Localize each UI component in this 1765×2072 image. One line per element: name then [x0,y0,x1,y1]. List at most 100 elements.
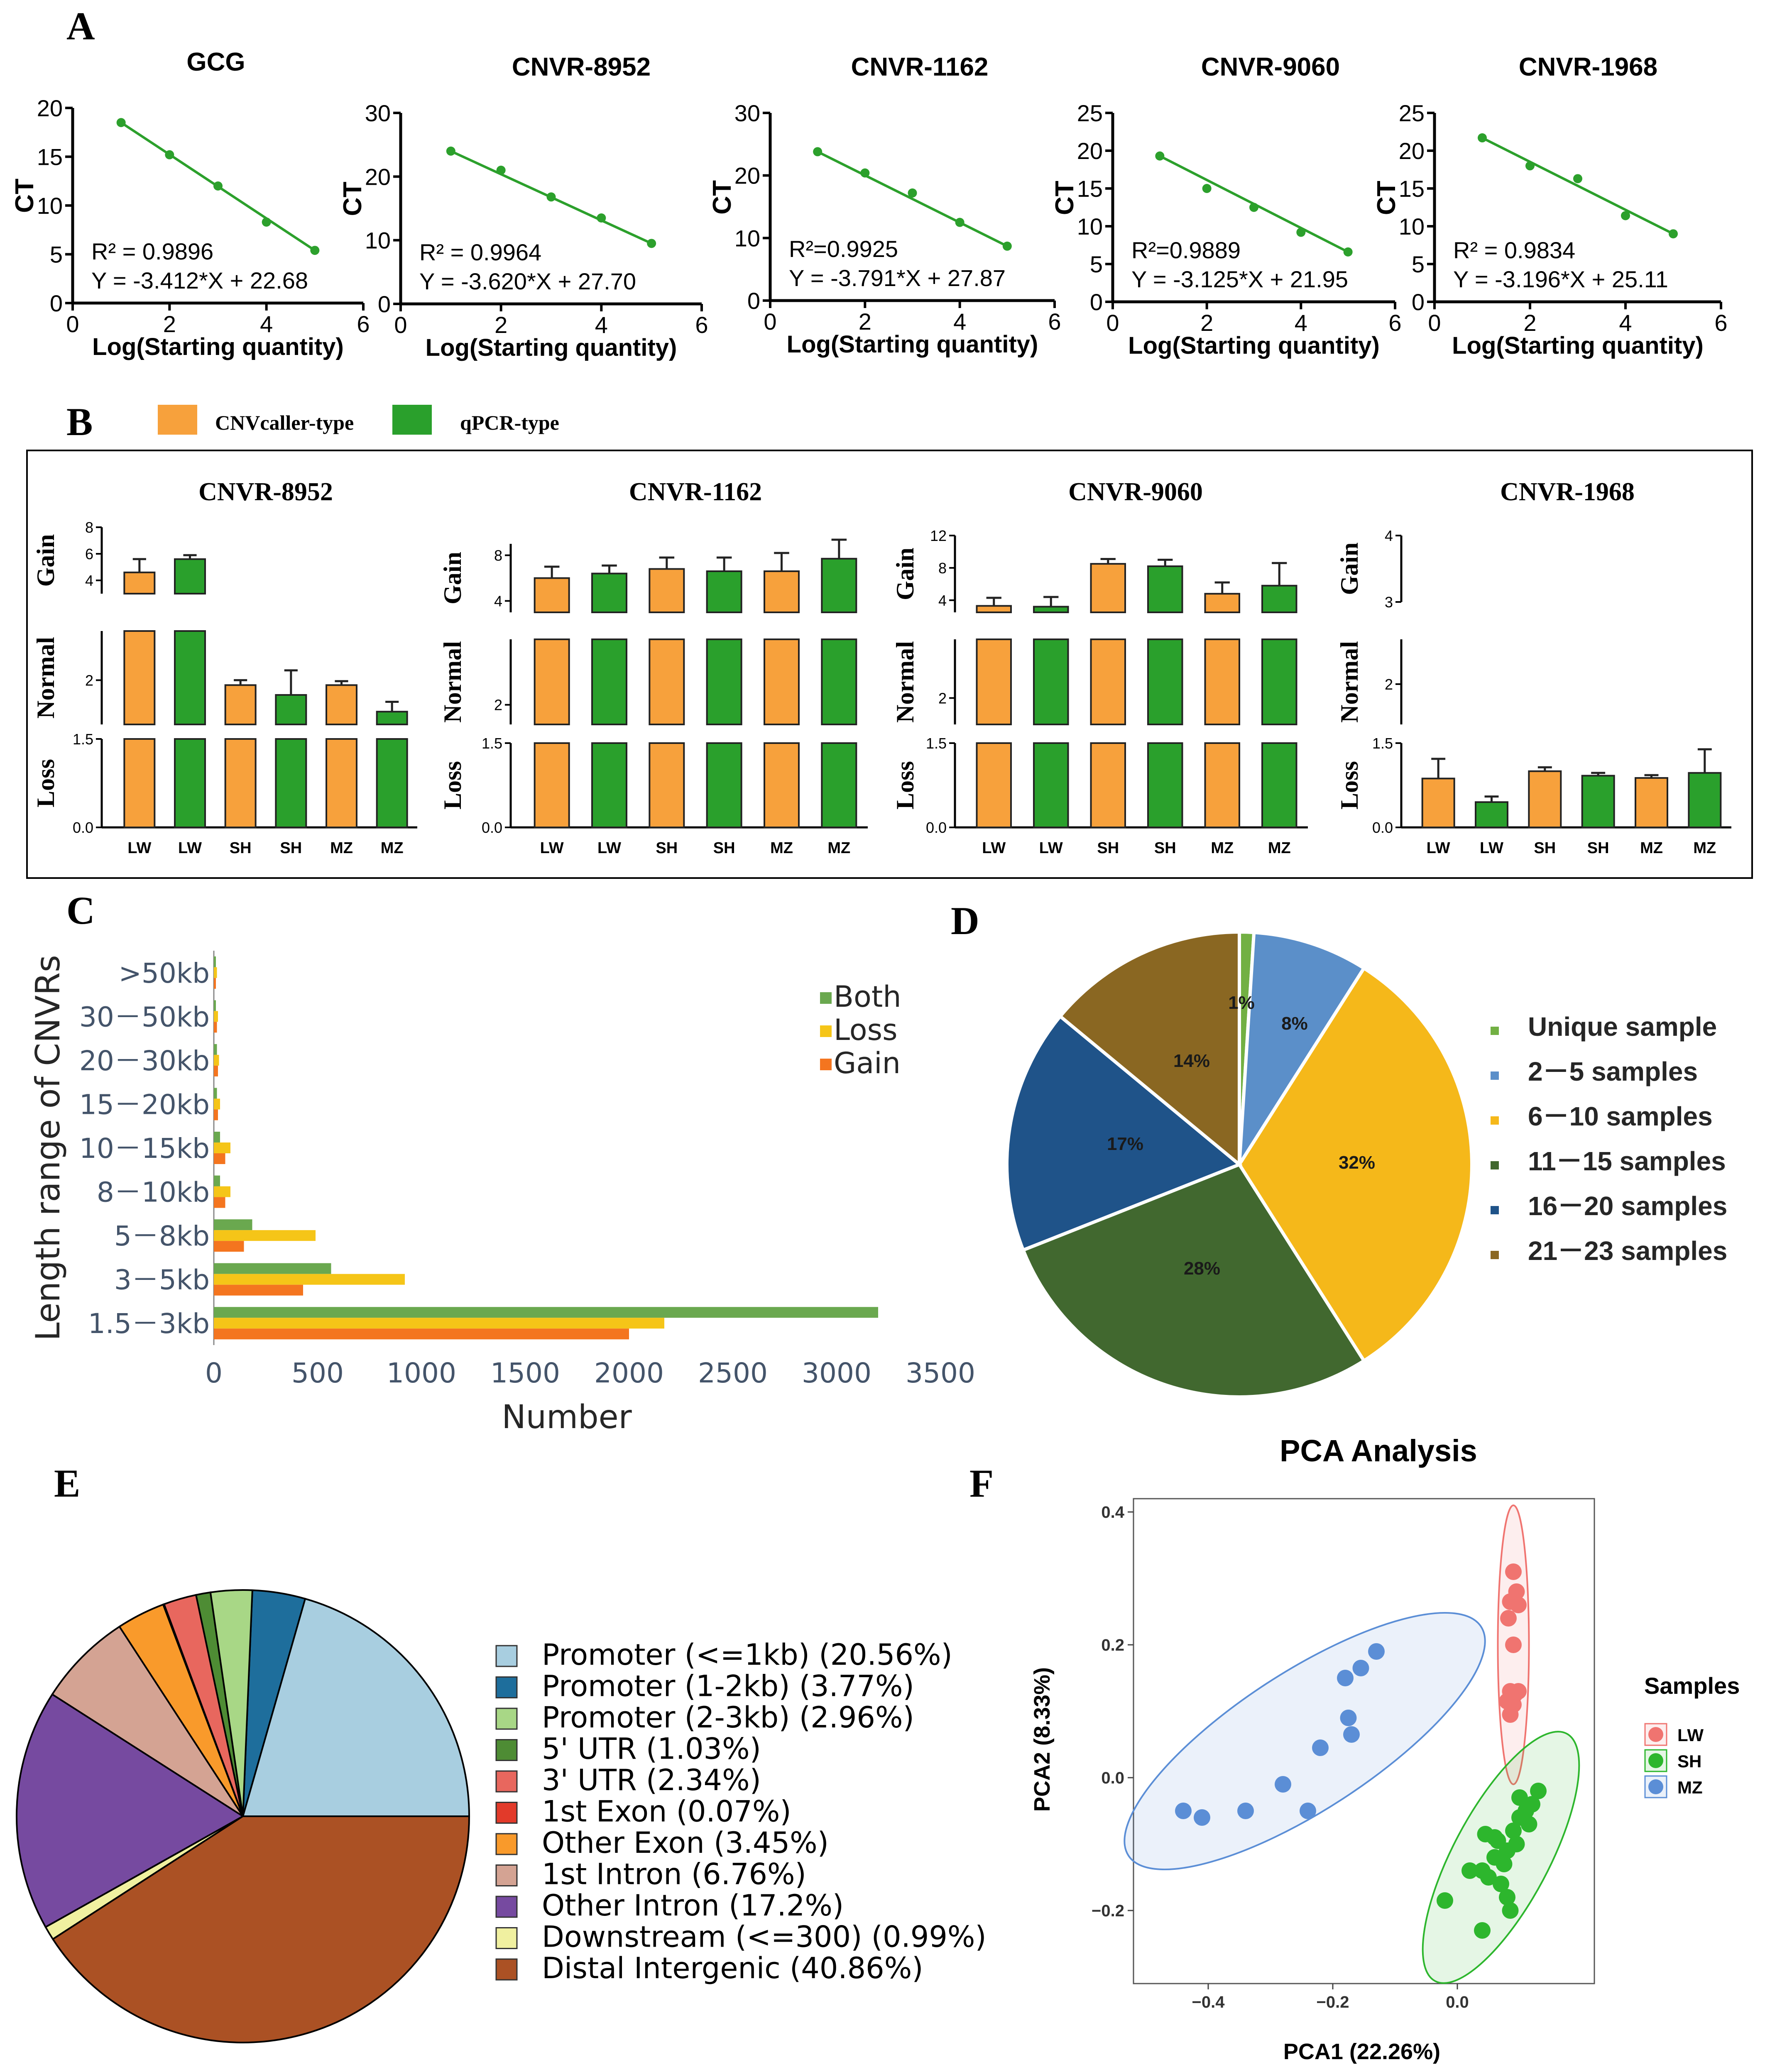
bar [214,1263,331,1274]
bar-segment-gain [534,577,570,613]
bar-segment-normal [326,684,357,726]
data-point [213,181,223,191]
segment-label: Gain [439,552,466,604]
legend-label: SH [1677,1752,1701,1771]
y-tick-label: 3 [1385,594,1393,611]
pca-point [1502,1706,1519,1723]
pca-point [1530,1783,1547,1799]
x-tick-label: SH [230,839,252,857]
y-tick-label: 25 [1399,100,1425,126]
bar [214,1044,217,1055]
data-point [1573,174,1582,183]
bar-segment-loss [174,738,206,828]
legend-swatch [495,1864,518,1886]
x-tick-label: 2000 [594,1357,664,1389]
bar [214,1000,216,1011]
bar-segment-gain [123,571,156,595]
bar-segment-gain [976,605,1012,613]
y-tick-label: 15 [1399,176,1425,202]
legend-label: Gain [834,1046,901,1080]
equation: Y = -3.620*X + 27.70 [419,268,636,294]
y-tick-label: 8 [494,547,502,564]
x-tick-label: SH [656,839,678,857]
bar [214,1284,303,1296]
x-tick-label: 3000 [802,1357,871,1389]
pca-point [1175,1803,1192,1819]
bar-segment-gain [1261,585,1297,613]
bar-segment-normal [1261,638,1297,725]
y-tick-label: 0 [50,290,63,316]
segment-label: Normal [1336,641,1363,723]
data-point [1296,228,1306,237]
x-tick-label: 0 [205,1357,223,1389]
data-point [1478,133,1487,143]
data-point [955,218,965,227]
y-tick-label: 20 [734,163,760,189]
bar-segment-normal [275,694,307,726]
pie-pct-label: 28% [1184,1258,1220,1279]
y-axis-label: CT [10,179,39,213]
y-tick-label: 4 [938,592,947,609]
y-tick-label: 8－10kb [97,1177,210,1208]
segment-label: Normal [891,641,919,723]
x-tick-label: 2 [1200,310,1213,336]
x-tick-label: SH [1587,839,1609,857]
bar-segment-loss [1688,772,1722,829]
bar [214,1241,244,1252]
bar [214,1109,218,1120]
x-tick-label: MZ [381,839,404,857]
panel-letter-c: C [66,888,95,932]
x-tick-label: 4 [595,312,608,338]
legend-label: 6－10 samples [1528,1101,1713,1131]
data-point [1669,229,1678,239]
pie-slice [51,1625,244,1817]
x-tick-label: −0.2 [1317,1993,1349,2011]
legend-label: 1st Exon (0.07%) [542,1795,791,1829]
y-tick-label: 10 [365,228,391,254]
bar-segment-loss [1421,778,1455,829]
y-axis-label: CT [1372,181,1401,215]
panel-letter-e: E [54,1461,80,1505]
fit-line [817,150,1008,247]
x-tick-label: 4 [260,311,273,337]
legend-swatch-qpcr [392,405,432,435]
data-point [647,239,656,248]
x-tick-label: 6 [357,311,370,337]
bar-segment-normal [123,630,156,725]
pca-point [1474,1922,1491,1939]
x-tick-label: SH [280,839,302,857]
x-tick-label: LW [1039,839,1063,857]
legend-swatch [1491,1161,1499,1169]
legend-swatch [1491,1071,1499,1080]
x-tick-label: 0 [1106,310,1119,336]
pca-point [1300,1803,1316,1819]
bar-chart-title: CNVR-8952 [198,478,333,506]
x-tick-label: SH [713,839,735,857]
segment-label: Gain [32,534,59,587]
y-tick-label: 8 [85,519,93,536]
legend-swatch [820,1025,832,1037]
bar-chart-title: CNVR-1968 [1500,478,1635,506]
x-tick-label: 6 [1048,308,1061,335]
x-tick-label: 1500 [490,1357,560,1389]
legend-label: Other Intron (17.2%) [542,1889,844,1923]
y-tick-label: 0.0 [1101,1769,1124,1787]
std-curve-title: CNVR-8952 [512,53,651,81]
legend-swatch [495,1833,518,1855]
bar-segment-normal [534,638,570,725]
y-tick-label: 4 [85,572,93,589]
x-axis-label: PCA1 (22.26%) [1283,2039,1440,2064]
x-tick-label: LW [540,839,564,857]
pca-point [1477,1826,1494,1842]
bar-segment-loss [1033,742,1069,828]
x-tick-label: SH [1154,839,1176,857]
legend-label: Distal Intergenic (40.86%) [542,1951,923,1985]
legend-swatch [495,1708,518,1730]
pie-slice [1238,930,1366,1166]
legend-label: Unique sample [1528,1012,1717,1042]
equation: Y = -3.412*X + 22.68 [91,267,308,294]
x-tick-label: 6 [695,312,708,338]
x-tick-label: LW [127,839,151,857]
pie-pct-label: 14% [1173,1051,1210,1071]
